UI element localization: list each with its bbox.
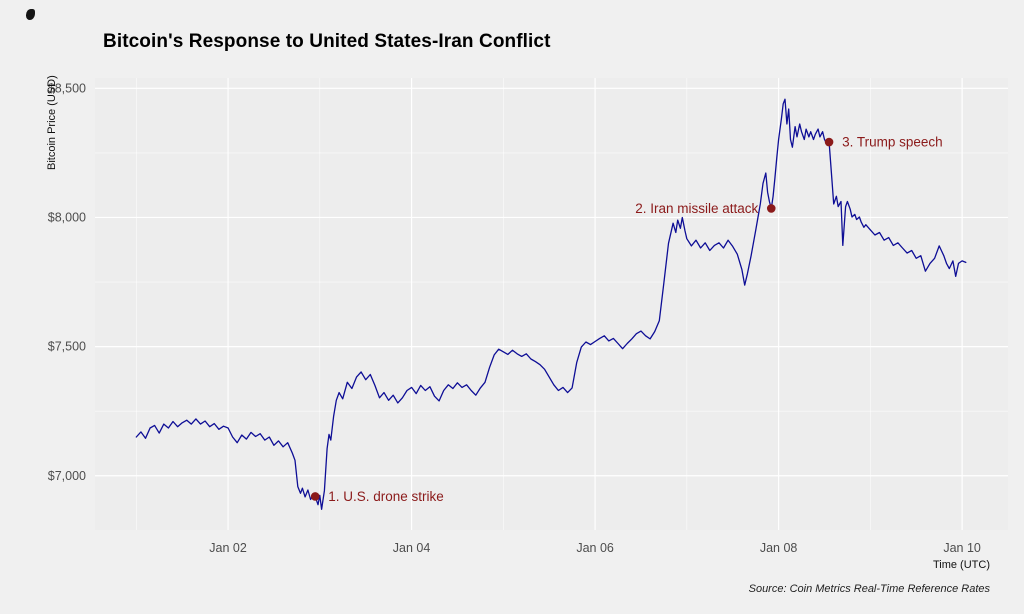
chart-title: Bitcoin's Response to United States-Iran… (103, 31, 551, 52)
x-tick-label: Jan 02 (209, 541, 247, 555)
y-axis-title: Bitcoin Price (USD) (46, 75, 58, 170)
price-line (135, 98, 967, 510)
y-tick-label: $7,000 (48, 469, 86, 483)
annotation-dot (766, 204, 776, 213)
x-tick-label: Jan 10 (943, 541, 981, 555)
x-tick-label: Jan 06 (576, 541, 614, 555)
annotation-label: 1. U.S. drone strike (328, 489, 444, 504)
y-tick-label: $7,500 (48, 340, 86, 354)
corner-mark (26, 9, 35, 20)
annotation-dot (824, 137, 834, 147)
annotation-label: 3. Trump speech (842, 135, 943, 150)
y-tick-label: $8,000 (48, 210, 86, 224)
source-caption: Source: Coin Metrics Real-Time Reference… (748, 583, 990, 595)
y-tick-label: $8,500 (48, 81, 86, 95)
annotation-label: 2. Iran missile attack (635, 201, 758, 216)
plot-panel (95, 78, 1008, 530)
x-tick-label: Jan 04 (393, 541, 431, 555)
x-tick-label: Jan 08 (760, 541, 798, 555)
annotation-dot (310, 492, 320, 501)
x-axis-title: Time (UTC) (932, 559, 990, 571)
